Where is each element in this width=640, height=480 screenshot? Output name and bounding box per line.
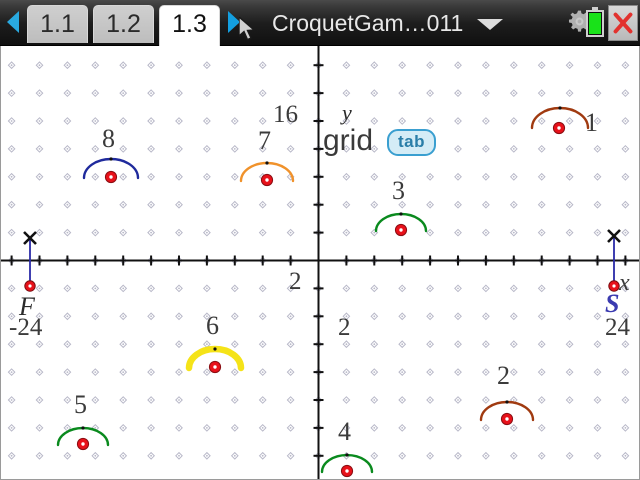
arc-label-3: 3 (392, 176, 405, 205)
axes (1, 46, 639, 479)
y-tick-2-right: 2 (338, 314, 351, 341)
x-min-label: -24 (9, 314, 43, 341)
graph-canvas[interactable]: grid tab y F S x 16 -16 -24 24 2 2 12345… (0, 46, 640, 480)
arc-2[interactable] (479, 400, 535, 426)
arc-label-7: 7 (258, 126, 271, 155)
arc-label-2: 2 (497, 361, 510, 390)
close-x-icon (613, 12, 633, 34)
y-axis-label: y (342, 100, 352, 125)
x-axis-label-right: S (605, 289, 620, 318)
right-segment[interactable] (607, 229, 621, 292)
mouse-cursor-icon (239, 17, 256, 41)
tab-1-2[interactable]: 1.2 (93, 5, 154, 43)
left-segment[interactable] (23, 231, 37, 292)
arc-4[interactable] (320, 453, 374, 478)
arc-label-6: 6 (206, 311, 219, 340)
grid-label: grid (323, 124, 374, 157)
x-max-label: 24 (605, 314, 630, 341)
tab-badge[interactable]: tab (387, 129, 436, 156)
title-bar: 1.1 1.2 1.3 CroquetGam…011 (0, 0, 640, 46)
arc-label-1: 1 (585, 108, 598, 137)
y-max-label: 16 (273, 101, 298, 128)
y-tick-2-left: 2 (289, 268, 302, 295)
document-title: CroquetGam…011 (272, 10, 464, 36)
close-button[interactable] (608, 5, 638, 41)
arc-6[interactable] (185, 345, 245, 374)
gear-icon[interactable] (567, 9, 592, 34)
arc-3[interactable] (374, 212, 428, 237)
arc-5[interactable] (56, 426, 110, 451)
chevron-down-icon[interactable] (477, 19, 503, 30)
previous-page-arrow-icon[interactable] (7, 11, 19, 33)
arc-label-4: 4 (338, 417, 351, 446)
plot-surface[interactable] (1, 46, 640, 480)
arc-8[interactable] (82, 157, 140, 184)
next-page-arrow-icon[interactable] (228, 11, 240, 33)
arc-7[interactable] (239, 161, 295, 187)
x-axis-label-left: F (19, 292, 35, 321)
battery-full-icon[interactable] (586, 7, 604, 37)
point-label-x: x (619, 270, 630, 296)
tab-1-3[interactable]: 1.3 (159, 5, 220, 46)
arc-label-8: 8 (102, 124, 115, 153)
arc-1[interactable] (530, 106, 590, 135)
tab-1-1[interactable]: 1.1 (27, 5, 88, 43)
arc-label-5: 5 (74, 390, 87, 419)
